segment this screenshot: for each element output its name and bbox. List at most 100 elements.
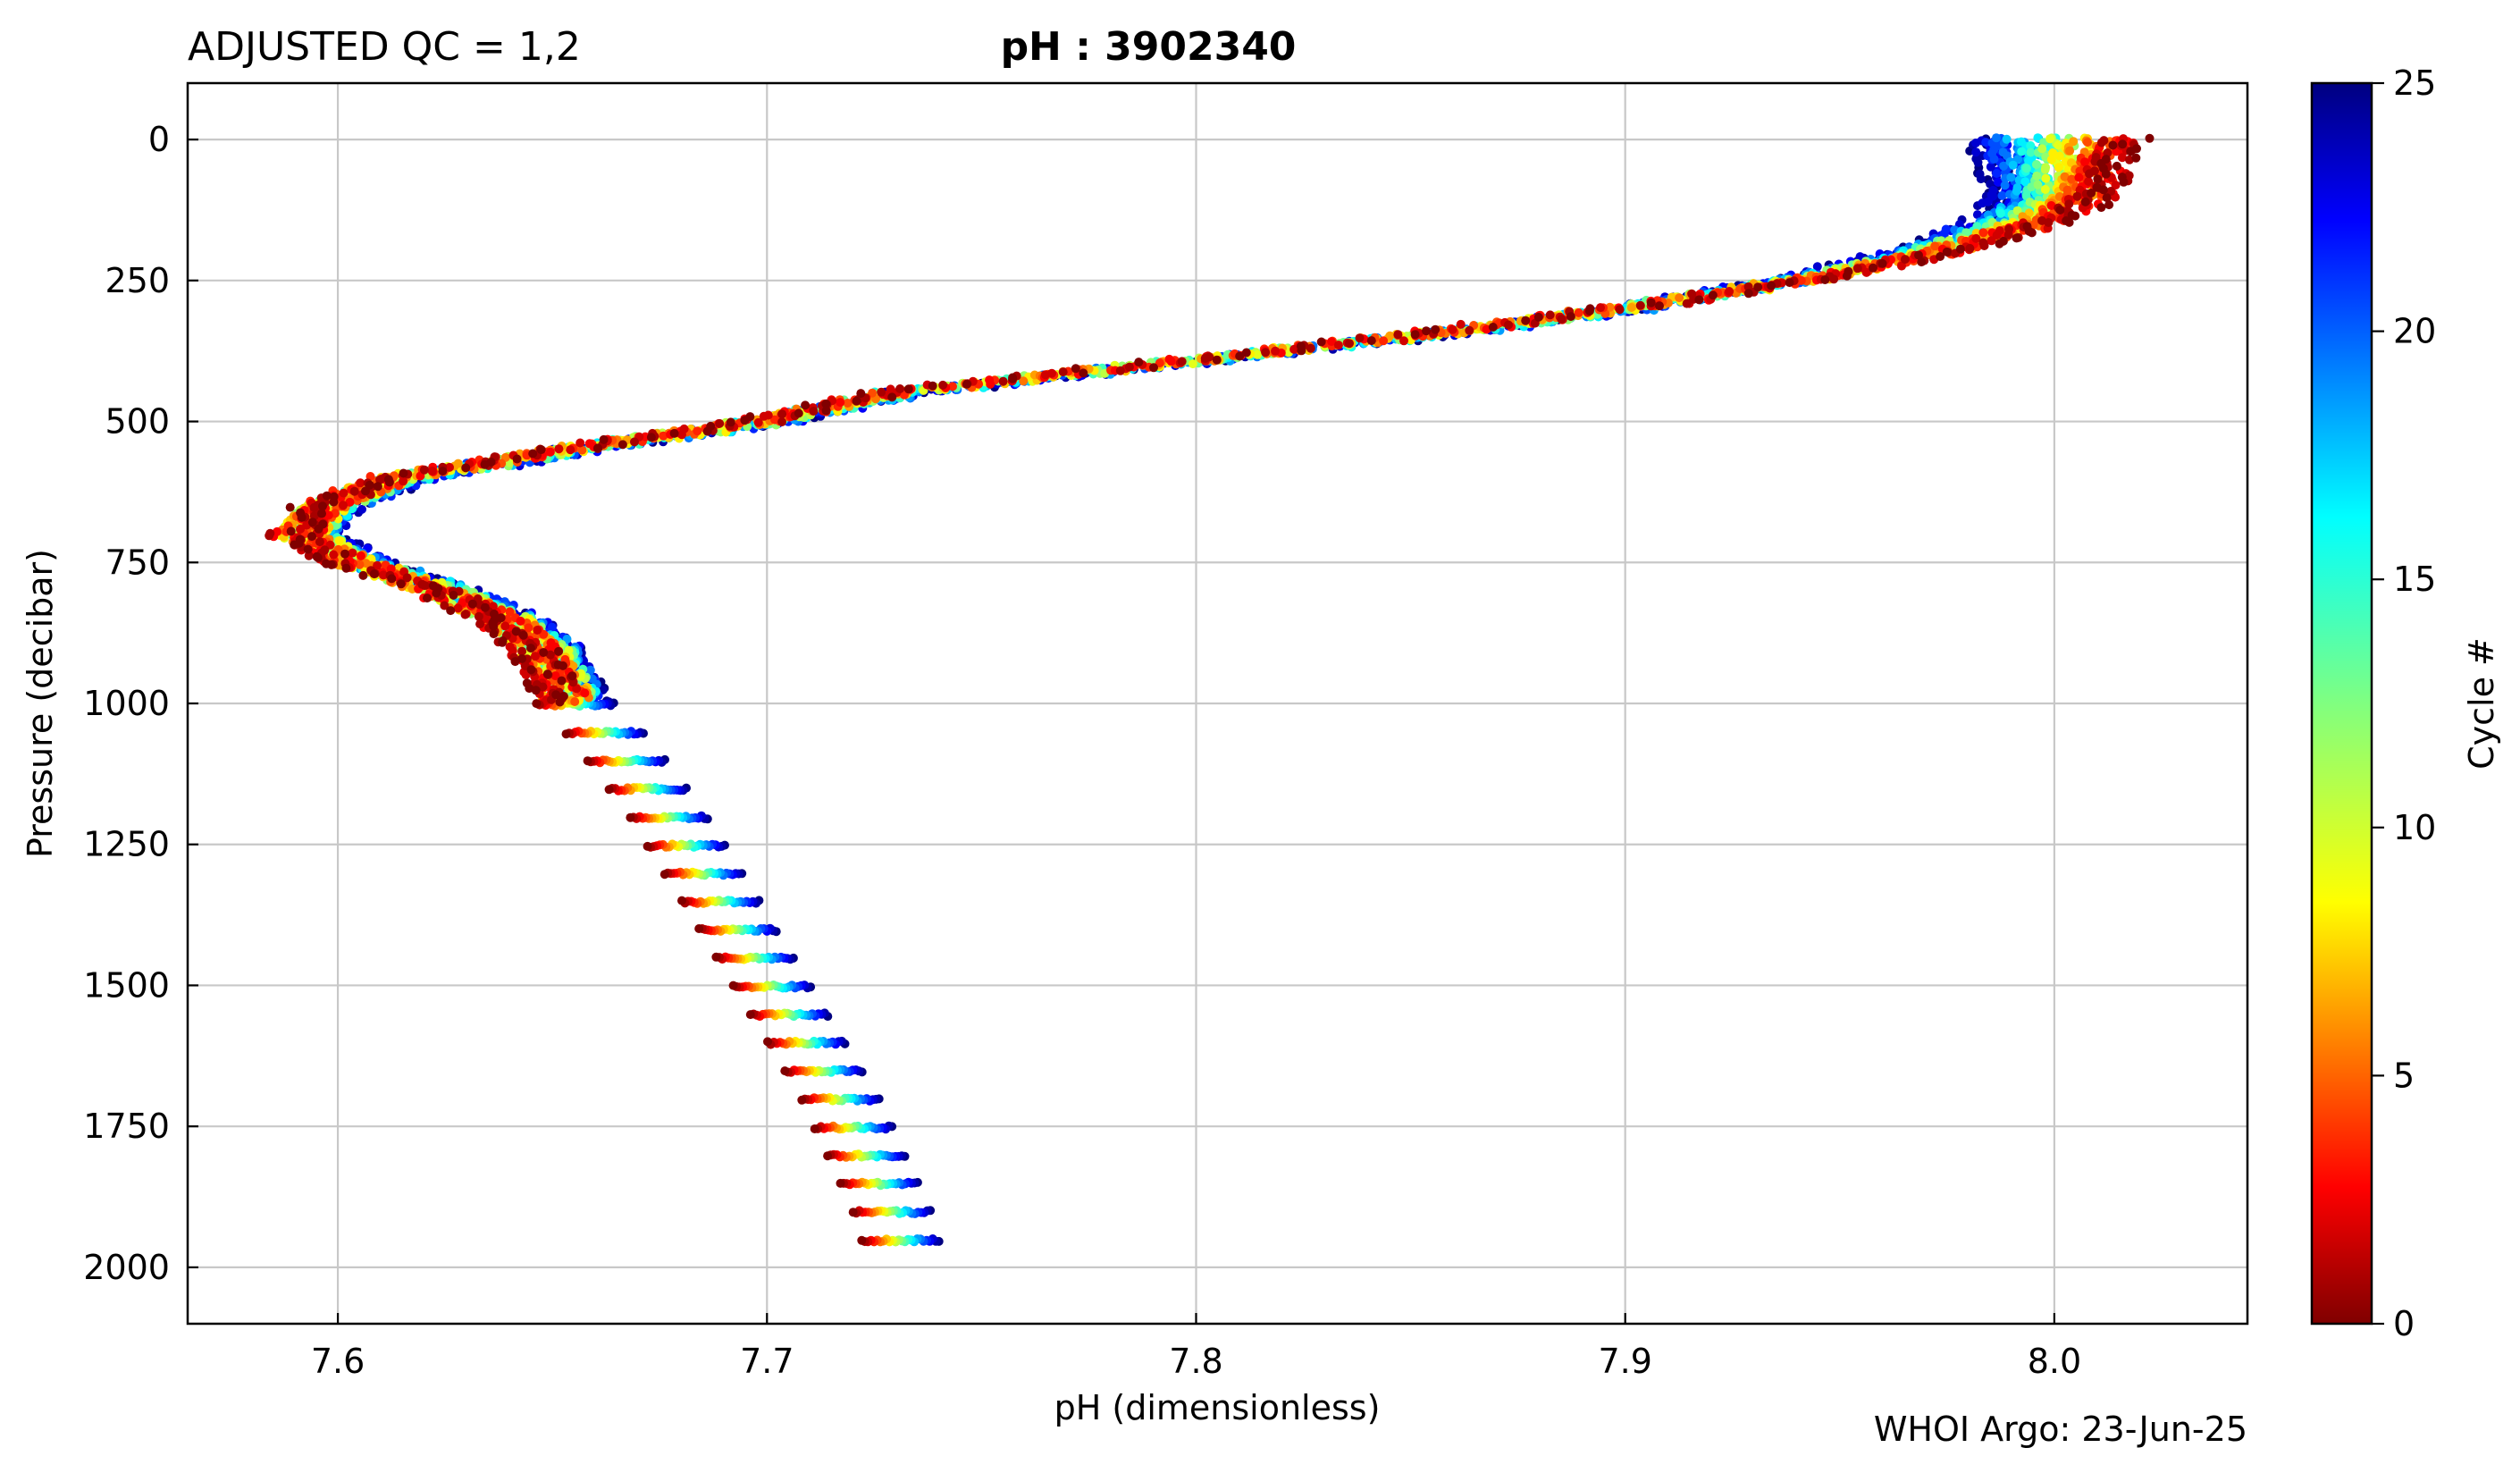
- data-point: [1877, 258, 1887, 268]
- data-point: [2069, 137, 2079, 147]
- data-point: [630, 437, 639, 447]
- data-point: [2072, 191, 2082, 201]
- x-tick-label: 7.9: [1598, 1342, 1651, 1381]
- data-point: [887, 392, 897, 402]
- data-point: [2055, 206, 2065, 215]
- data-point: [419, 465, 429, 475]
- data-point: [505, 607, 515, 617]
- data-point: [1019, 376, 1029, 386]
- y-tick-label: 2000: [83, 1248, 170, 1287]
- data-point: [2096, 138, 2106, 147]
- data-point: [646, 433, 656, 442]
- data-point: [1981, 138, 1991, 147]
- data-point: [315, 537, 324, 547]
- data-point: [702, 426, 712, 436]
- data-point: [1124, 362, 1134, 372]
- data-point: [2021, 164, 2031, 173]
- data-point: [801, 400, 811, 410]
- data-point: [617, 440, 627, 450]
- data-point: [1545, 310, 1555, 320]
- data-point: [2054, 140, 2063, 150]
- data-point: [580, 688, 590, 698]
- data-point: [938, 380, 948, 390]
- data-point: [1917, 257, 1927, 267]
- data-point: [1177, 357, 1187, 366]
- data-point: [355, 560, 365, 569]
- data-point: [322, 491, 332, 501]
- data-point: [1999, 161, 2009, 171]
- data-point: [821, 399, 831, 408]
- data-point: [2003, 230, 2013, 240]
- data-point: [2111, 181, 2121, 190]
- data-point: [396, 579, 406, 589]
- data-point: [1488, 323, 1498, 332]
- data-point: [564, 645, 574, 655]
- y-tick-label: 1250: [83, 825, 170, 864]
- data-point: [1448, 324, 1457, 334]
- data-point: [693, 426, 702, 436]
- colorbar-tick-label: 0: [2393, 1304, 2415, 1343]
- data-point: [1965, 243, 1975, 253]
- data-point: [1869, 263, 1877, 273]
- data-point: [453, 603, 463, 613]
- data-point: [318, 501, 327, 511]
- data-point: [1986, 162, 1995, 172]
- data-point: [399, 476, 408, 486]
- data-point: [1675, 293, 1684, 303]
- data-point: [445, 462, 454, 472]
- data-point: [538, 682, 548, 692]
- data-point: [1393, 330, 1403, 340]
- data-point: [711, 952, 721, 962]
- data-point: [857, 1235, 867, 1245]
- data-point: [2008, 160, 2018, 170]
- data-point: [423, 593, 432, 603]
- data-point: [694, 924, 704, 933]
- data-point: [1992, 169, 2002, 178]
- data-point: [1694, 295, 1704, 305]
- data-point: [2064, 199, 2074, 209]
- data-point: [555, 697, 565, 707]
- data-point: [626, 812, 635, 822]
- data-point: [1997, 190, 2007, 200]
- data-point: [550, 671, 560, 681]
- data-point: [2126, 147, 2136, 156]
- data-point: [2026, 141, 2036, 150]
- data-point: [677, 430, 686, 440]
- data-point: [510, 657, 520, 667]
- data-point: [1767, 281, 1777, 290]
- data-point: [2080, 157, 2089, 167]
- data-point: [356, 478, 365, 488]
- data-point: [1115, 366, 1125, 375]
- data-point: [1596, 303, 1605, 313]
- data-point: [349, 486, 359, 496]
- data-point: [986, 379, 995, 389]
- data-point: [780, 1066, 790, 1076]
- data-point: [2041, 173, 2051, 183]
- data-point: [511, 627, 521, 636]
- data-point: [314, 524, 323, 534]
- chart-qc-title: ADJUSTED QC = 1,2: [188, 24, 581, 70]
- data-point: [836, 1178, 845, 1188]
- data-point: [2104, 200, 2114, 210]
- y-tick-label: 500: [105, 402, 170, 442]
- data-point: [1995, 239, 2004, 248]
- data-point: [1897, 261, 1906, 271]
- data-point: [1261, 348, 1271, 358]
- data-point: [770, 415, 779, 425]
- data-point: [2117, 153, 2127, 163]
- colorbar-tick-label: 25: [2393, 63, 2436, 103]
- data-point: [561, 729, 571, 739]
- data-point: [2065, 146, 2075, 156]
- data-point: [399, 468, 408, 478]
- data-point: [432, 588, 441, 598]
- data-point: [512, 454, 522, 464]
- data-point: [559, 661, 567, 670]
- data-point: [369, 569, 379, 579]
- chart-title: pH : 3902340: [1001, 24, 1297, 70]
- data-point: [1842, 271, 1852, 281]
- data-point: [1708, 290, 1718, 300]
- data-point: [777, 409, 787, 419]
- data-point: [2032, 171, 2042, 181]
